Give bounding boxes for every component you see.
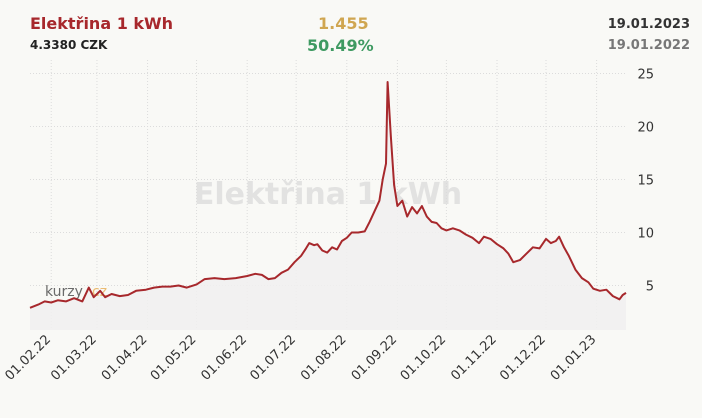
x-tick-label: 01.10.22 — [398, 332, 450, 384]
y-axis-labels: 5 10 15 20 25 — [637, 68, 654, 295]
x-tick-label: 01.08.22 — [298, 332, 350, 384]
x-tick-label: 01.11.22 — [448, 332, 500, 384]
watermark-text: Elektřina 1 kWh — [194, 177, 462, 212]
x-tick-label: 01.03.22 — [48, 332, 100, 384]
current-price: 4.3380 CZK — [30, 38, 108, 52]
x-tick-label: 01.05.22 — [148, 332, 200, 384]
x-tick-label: 01.04.22 — [99, 332, 151, 384]
x-tick-label: 01.06.22 — [198, 332, 250, 384]
change-percent: 50.49% — [307, 36, 374, 55]
y-tick-label: 25 — [637, 68, 654, 83]
change-absolute: 1.455 — [318, 14, 369, 33]
y-tick-label: 5 — [646, 280, 654, 295]
x-tick-label: 01.09.22 — [349, 332, 401, 384]
x-tick-label: 01.02.22 — [3, 332, 55, 384]
logo-text: kurzy — [45, 284, 83, 300]
x-tick-label: 01.01.23 — [548, 332, 600, 384]
price-line — [29, 81, 627, 309]
x-tick-label: 01.07.22 — [247, 332, 299, 384]
chart-title: Elektřina 1 kWh — [30, 14, 174, 33]
y-tick-label: 20 — [637, 121, 654, 136]
x-tick-label: 01.12.22 — [497, 332, 549, 384]
date-previous: 19.01.2022 — [607, 38, 690, 53]
y-tick-label: 10 — [637, 227, 654, 242]
chart-grid — [30, 60, 626, 330]
y-tick-label: 15 — [637, 174, 654, 189]
date-current: 19.01.2023 — [607, 17, 690, 32]
price-area — [30, 82, 626, 330]
